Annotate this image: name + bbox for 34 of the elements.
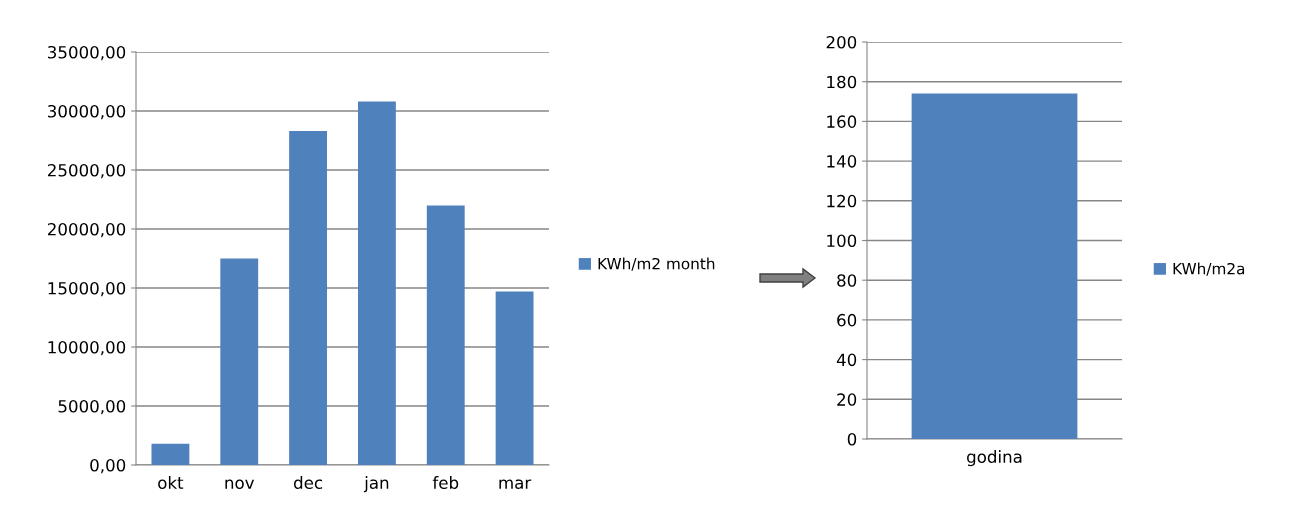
x-tick-label: feb [432, 476, 459, 490]
x-tick-label: jan [363, 476, 389, 493]
y-tick-label: 140 [827, 155, 857, 168]
x-tick-label: dec [294, 476, 323, 490]
bar [151, 443, 190, 465]
y-tick-label: 35000,00 [48, 45, 126, 61]
y-tick-label: 200 [826, 35, 857, 49]
bar [220, 258, 259, 465]
y-tick-label: 60 [837, 313, 857, 327]
y-tick-label: 20 [837, 393, 857, 406]
x-tick-label: godina [967, 450, 1022, 467]
legend-label: KWh/m2 month [598, 257, 715, 271]
y-tick-label: 80 [837, 274, 857, 287]
bar [495, 291, 534, 465]
y-tick-label: 5000,00 [58, 399, 126, 415]
y-tick-label: 25000,00 [47, 163, 126, 179]
y-tick-label: 0,00 [90, 458, 126, 474]
y-tick-label: 30000,00 [48, 104, 126, 120]
y-tick-label: 160 [827, 115, 857, 128]
x-tick-label: nov [225, 479, 255, 490]
y-tick-label: 100 [827, 234, 857, 248]
y-tick-label: 180 [827, 75, 857, 89]
bar [289, 131, 328, 465]
bar [357, 101, 396, 465]
y-tick-label: 0 [847, 432, 857, 446]
y-tick-label: 10000,00 [48, 340, 126, 356]
legend-label: KWh/m2a [1173, 262, 1245, 276]
y-tick-label: 120 [827, 194, 857, 208]
y-tick-label: 20000,00 [47, 222, 126, 238]
x-tick-label: okt [158, 476, 184, 490]
y-tick-label: 15000,00 [48, 281, 126, 297]
x-tick-label: mar [499, 479, 532, 490]
y-tick-label: 40 [836, 353, 857, 367]
bar [426, 205, 465, 465]
